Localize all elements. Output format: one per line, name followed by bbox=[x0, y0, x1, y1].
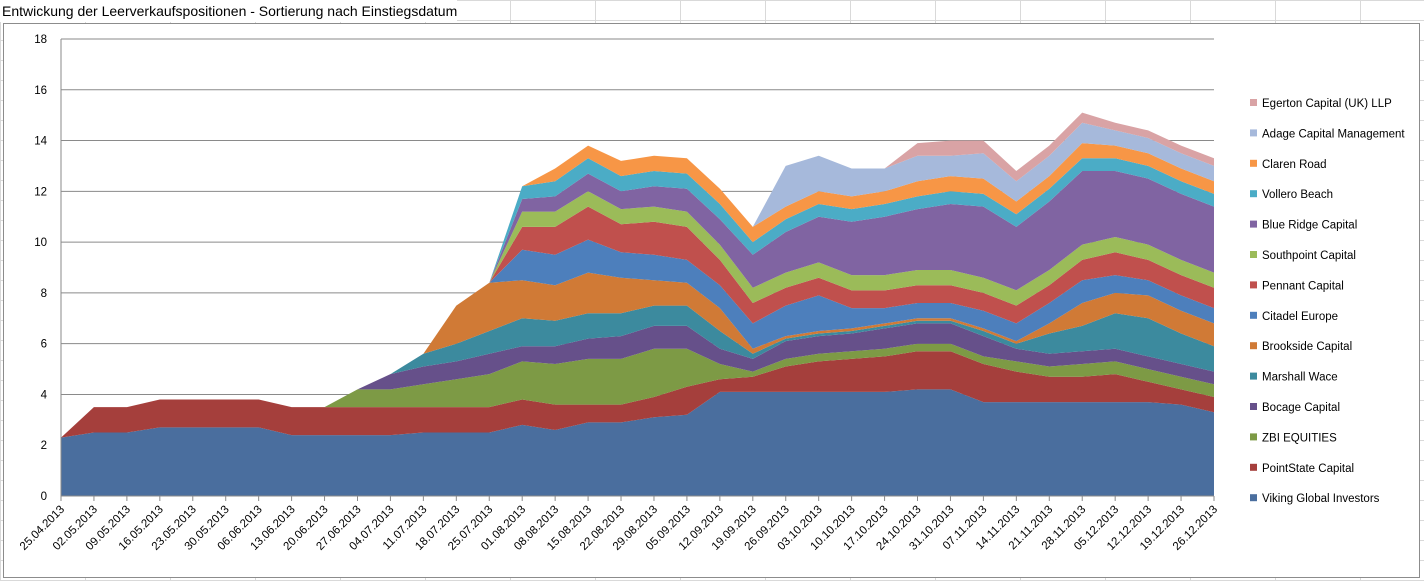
legend-swatch-viking-global-investors bbox=[1250, 494, 1257, 502]
y-tick-label: 14 bbox=[34, 136, 47, 148]
y-tick-label: 12 bbox=[34, 186, 47, 198]
legend-label-viking-global-investors[interactable]: Viking Global Investors bbox=[1262, 493, 1380, 505]
area-bocage-capital[interactable] bbox=[61, 323, 1214, 438]
y-tick-label: 4 bbox=[41, 389, 48, 401]
area-viking-global-investors[interactable] bbox=[61, 389, 1214, 496]
legend-swatch-claren-road bbox=[1250, 159, 1257, 167]
y-tick-label: 0 bbox=[41, 491, 47, 503]
legend-label-claren-road[interactable]: Claren Road bbox=[1262, 159, 1327, 171]
y-tick-label: 10 bbox=[34, 237, 47, 249]
y-tick-label: 6 bbox=[41, 339, 47, 351]
legend-label-blue-ridge-capital[interactable]: Blue Ridge Capital bbox=[1262, 220, 1357, 232]
legend-swatch-vollero-beach bbox=[1250, 190, 1257, 198]
legend-swatch-marshall-wace bbox=[1250, 372, 1257, 380]
legend-swatch-brookside-capital bbox=[1250, 342, 1257, 350]
legend-label-pointstate-capital[interactable]: PointState Capital bbox=[1262, 463, 1354, 475]
area-pointstate-capital[interactable] bbox=[61, 351, 1214, 438]
legend-swatch-citadel-europe bbox=[1250, 311, 1257, 319]
y-tick-label: 8 bbox=[41, 288, 47, 300]
area-zbi-equities[interactable] bbox=[61, 343, 1214, 438]
legend-label-adage-capital-management[interactable]: Adage Capital Management bbox=[1262, 128, 1405, 140]
legend-swatch-southpoint-capital bbox=[1250, 251, 1257, 258]
stacked-area-chart: 02468101214161825.04.201302.05.201309.05… bbox=[18, 34, 1405, 553]
legend-label-zbi-equities[interactable]: ZBI EQUITIES bbox=[1262, 432, 1337, 444]
legend-label-marshall-wace[interactable]: Marshall Wace bbox=[1262, 372, 1338, 384]
area-brookside-capital[interactable] bbox=[61, 272, 1214, 438]
legend-label-vollero-beach[interactable]: Vollero Beach bbox=[1262, 189, 1333, 201]
legend-label-southpoint-capital[interactable]: Southpoint Capital bbox=[1262, 250, 1356, 262]
legend-swatch-pointstate-capital bbox=[1250, 463, 1257, 471]
y-tick-label: 16 bbox=[34, 85, 47, 97]
legend-swatch-blue-ridge-capital bbox=[1250, 220, 1257, 228]
legend-label-egerton-capital-uk-llp[interactable]: Egerton Capital (UK) LLP bbox=[1262, 98, 1392, 110]
area-pennant-capital[interactable] bbox=[61, 206, 1214, 438]
legend: Egerton Capital (UK) LLP Adage Capital Ma… bbox=[1250, 98, 1405, 505]
series-areas bbox=[61, 112, 1214, 496]
y-tick-label: 2 bbox=[41, 440, 47, 452]
legend-swatch-adage-capital-management bbox=[1250, 129, 1257, 137]
legend-label-brookside-capital[interactable]: Brookside Capital bbox=[1262, 341, 1352, 353]
legend-label-citadel-europe[interactable]: Citadel Europe bbox=[1262, 311, 1338, 323]
legend-swatch-pennant-capital bbox=[1250, 281, 1257, 289]
chart-area[interactable]: 0 2 4 6 8 10 12 14 16 18 25.04.2013 02.05.2013 09.05… bbox=[3, 23, 1420, 578]
sheet-title: Entwickung der Leerverkaufspositionen - … bbox=[0, 0, 458, 22]
legend-swatch-bocage-capital bbox=[1250, 403, 1257, 410]
legend-swatch-egerton-capital-uk-llp bbox=[1250, 99, 1257, 106]
legend-swatch-zbi-equities bbox=[1250, 433, 1257, 441]
legend-label-bocage-capital[interactable]: Bocage Capital bbox=[1262, 402, 1340, 414]
legend-label-pennant-capital[interactable]: Pennant Capital bbox=[1262, 280, 1344, 292]
y-tick-label: 18 bbox=[34, 34, 47, 46]
area-blue-ridge-capital[interactable] bbox=[61, 171, 1214, 438]
